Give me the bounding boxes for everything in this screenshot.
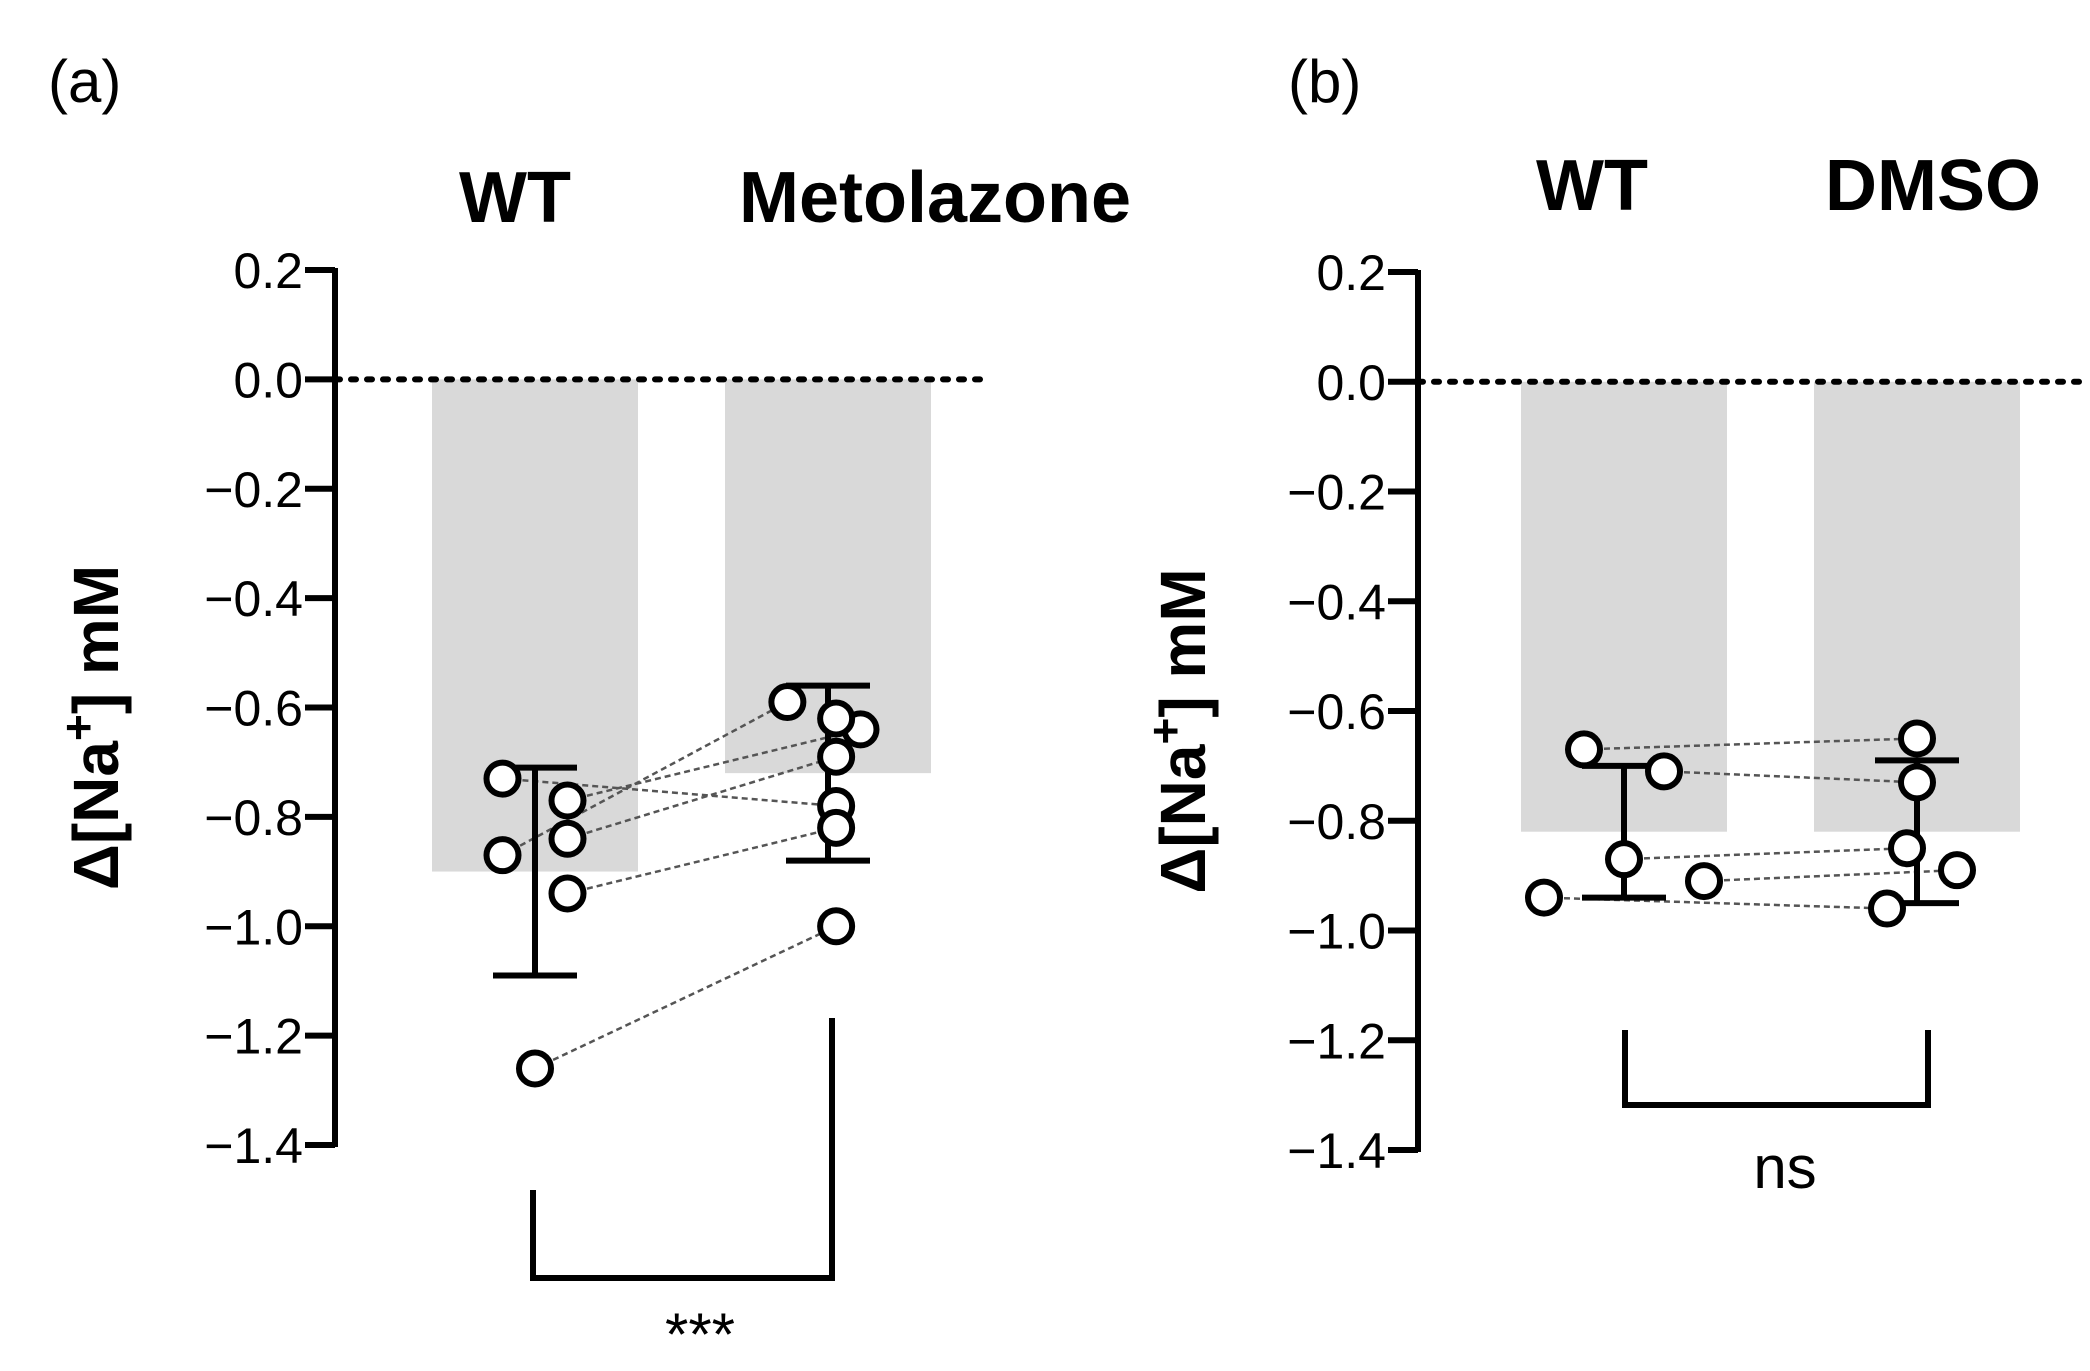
significance-label: ns	[1753, 1134, 1816, 1201]
data-point	[1605, 840, 1643, 879]
significance-label: ***	[665, 1301, 735, 1368]
pair-line	[502, 777, 837, 808]
group-label: WT	[1536, 146, 1648, 226]
y-tick-label: −0.8	[1287, 794, 1386, 850]
y-axis-label: Δ[Na+] mM	[1139, 568, 1219, 893]
data-point	[548, 874, 587, 913]
pair-line	[567, 755, 837, 840]
significance-bracket	[530, 1018, 835, 1281]
data-point	[548, 781, 587, 820]
y-tick-label: 0.2	[1316, 245, 1386, 301]
y-tick-label: −0.4	[1287, 574, 1386, 630]
y-tick-label: −1.0	[204, 899, 303, 955]
y-tick-label: −0.2	[1287, 465, 1386, 521]
data-point	[483, 836, 522, 875]
data-point	[1898, 719, 1936, 758]
pair-line	[1663, 770, 1918, 784]
y-tick-label: −0.6	[204, 681, 303, 737]
data-point	[1645, 752, 1683, 791]
data-point	[483, 759, 522, 798]
y-tick-label: −1.2	[204, 1009, 303, 1065]
pair-line	[1583, 737, 1918, 751]
group-label: DMSO	[1825, 146, 2041, 226]
y-tick-label: 0.2	[233, 243, 303, 299]
data-point	[1868, 889, 1906, 928]
y-tick-label: −1.0	[1287, 904, 1386, 960]
pair-line	[534, 925, 837, 1070]
y-tick-label: 0.0	[1316, 355, 1386, 411]
y-tick-label: −0.2	[204, 462, 303, 518]
data-point	[548, 819, 587, 858]
data-point	[768, 683, 807, 722]
data-point	[1938, 851, 1976, 890]
y-tick-label: −0.8	[204, 790, 303, 846]
group-label: Metolazone	[739, 158, 1131, 238]
significance-bracket	[1622, 1030, 1931, 1108]
bar	[1521, 381, 1727, 832]
panel-label: (a)	[48, 48, 121, 115]
data-point	[1888, 829, 1926, 868]
data-point	[1565, 730, 1603, 769]
panel-label: (b)	[1288, 48, 1361, 115]
y-tick-label: −1.4	[204, 1118, 303, 1174]
panel-a: (a) WT Metolazone 0.2 0.0 −0.2 −0.4 −0.6 −0.8 −1.…	[48, 48, 1131, 1368]
pair-line	[1543, 896, 1888, 910]
y-tick-label: −1.4	[1287, 1123, 1386, 1179]
pair-line	[1623, 846, 1908, 861]
pair-line	[501, 700, 788, 857]
pair-line	[567, 728, 861, 802]
data-point	[817, 737, 856, 776]
y-tick-label: −1.2	[1287, 1013, 1386, 1069]
data-point	[817, 907, 856, 946]
data-point	[1685, 862, 1723, 901]
data-point	[817, 699, 856, 738]
y-tick-label: −0.4	[204, 571, 303, 627]
panel-b: (b) WT DMSO 0.2 0.0 −0.2 −0.4 −0.6 −0.8 −1.0 −1.2 −…	[1139, 48, 2090, 1201]
y-tick-label: 0.0	[233, 352, 303, 408]
data-point	[817, 808, 856, 847]
group-label: WT	[459, 158, 571, 238]
y-tick-label: −0.6	[1287, 684, 1386, 740]
y-axis-label: Δ[Na+] mM	[52, 565, 132, 890]
data-point	[1898, 763, 1936, 802]
data-point	[1525, 878, 1563, 917]
data-point	[516, 1049, 554, 1088]
pair-line	[567, 826, 837, 895]
